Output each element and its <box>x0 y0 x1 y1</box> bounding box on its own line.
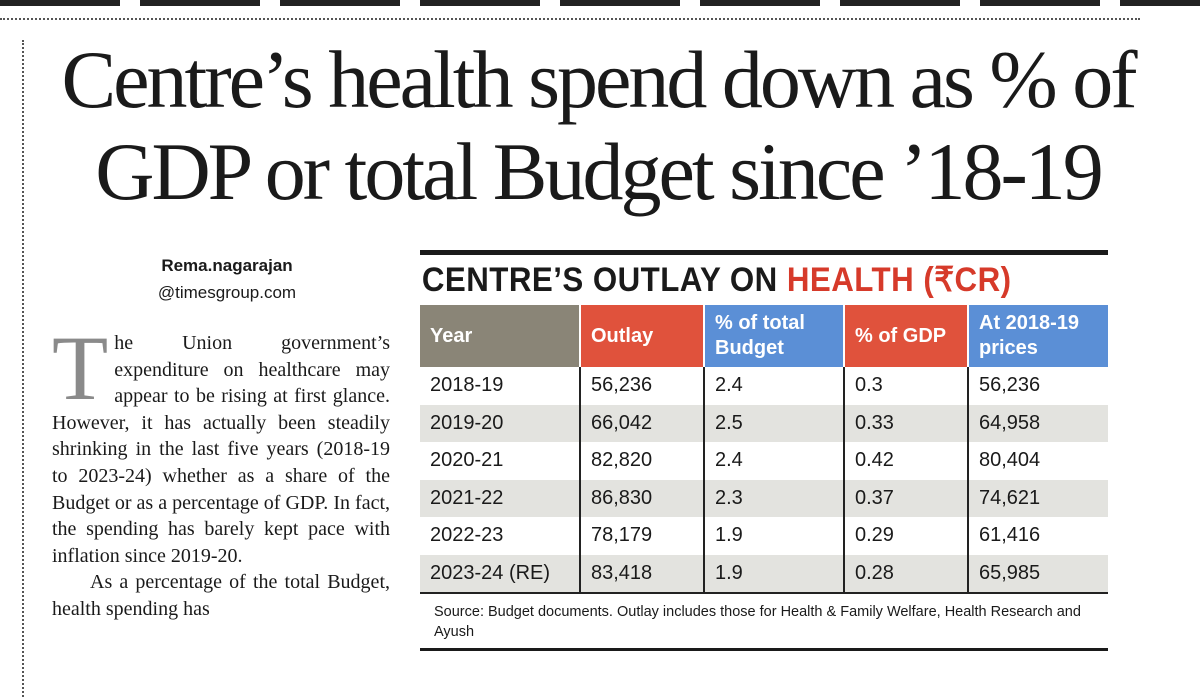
table-title: CENTRE’S OUTLAY ON HEALTH (₹CR) <box>420 255 1053 305</box>
table-row: 2020-21 82,820 2.4 0.42 80,404 <box>420 442 1108 480</box>
cell-year: 2018-19 <box>420 367 581 405</box>
cell-pct-budget: 2.4 <box>704 442 845 480</box>
paragraph-2: As a percentage of the total Budget, hea… <box>52 571 390 620</box>
top-border-rule <box>0 0 1200 6</box>
header-outlay: Outlay <box>580 305 705 367</box>
cell-pct-gdp: 0.37 <box>844 479 969 517</box>
cell-pct-gdp: 0.33 <box>844 404 969 442</box>
column-dotted-divider <box>22 40 24 697</box>
author-handle: @timesgroup.com <box>157 283 297 302</box>
cell-prices: 65,985 <box>968 554 1108 592</box>
cell-year: 2022-23 <box>420 517 581 555</box>
outlay-table-box: CENTRE’S OUTLAY ON HEALTH (₹CR) Year Out… <box>420 250 1108 651</box>
cell-pct-budget: 2.3 <box>704 479 845 517</box>
cell-pct-gdp: 0.28 <box>844 554 969 592</box>
table-source-note: Source: Budget documents. Outlay include… <box>420 592 1108 651</box>
cell-pct-budget: 2.5 <box>704 404 845 442</box>
cell-prices: 74,621 <box>968 479 1108 517</box>
byline: Rema.nagarajan @timesgroup.com <box>62 252 392 306</box>
cell-pct-gdp: 0.3 <box>844 367 969 405</box>
cell-pct-gdp: 0.42 <box>844 442 969 480</box>
table-title-prefix: CENTRE’S OUTLAY ON <box>421 261 787 299</box>
horizontal-dotted-divider <box>0 18 1140 20</box>
cell-pct-gdp: 0.29 <box>844 517 969 555</box>
cell-outlay: 83,418 <box>580 554 705 592</box>
table-title-highlight: HEALTH (₹CR) <box>786 261 1012 299</box>
paragraph-1-text: he Union government’s expenditure on hea… <box>52 332 390 567</box>
table-row: 2023-24 (RE) 83,418 1.9 0.28 65,985 <box>420 554 1108 592</box>
cell-outlay: 82,820 <box>580 442 705 480</box>
author-name: Rema.nagarajan <box>161 256 293 275</box>
cell-pct-budget: 1.9 <box>704 517 845 555</box>
cell-prices: 80,404 <box>979 449 1041 472</box>
cell-prices: 56,236 <box>979 374 1041 397</box>
table-top-rule <box>420 250 1108 255</box>
cell-outlay: 78,179 <box>580 517 705 555</box>
cell-prices: 61,416 <box>979 524 1041 547</box>
page-title: Centre’s health spend down as % of GDP o… <box>61 34 1137 217</box>
cell-outlay: 66,042 <box>580 404 705 442</box>
cell-year: 2019-20 <box>420 404 581 442</box>
cell-pct-budget: 2.4 <box>704 367 845 405</box>
cell-year: 2023-24 (RE) <box>420 554 581 592</box>
table-row: 2018-19 56,236 2.4 0.3 56,236 <box>420 367 1108 405</box>
cell-pct-budget: 1.9 <box>704 554 845 592</box>
cell-outlay: 56,236 <box>580 367 705 405</box>
header-prices: At 2018-19 prices <box>968 305 1108 367</box>
dropcap: T <box>52 317 109 419</box>
header-pct-gdp: % of GDP <box>844 305 969 367</box>
table-row: 2021-22 86,830 2.3 0.37 74,621 <box>420 479 1108 517</box>
cell-year: 2021-22 <box>420 479 581 517</box>
table-header-row: Year Outlay % of total Budget % of GDP A… <box>420 305 1108 367</box>
header-pct-budget: % of total Budget <box>704 305 845 367</box>
header-year: Year <box>420 305 581 367</box>
cell-outlay: 86,830 <box>580 479 705 517</box>
cell-prices: 64,958 <box>968 404 1108 442</box>
table-row: 2019-20 66,042 2.5 0.33 64,958 <box>420 404 1108 442</box>
outlay-table: Year Outlay % of total Budget % of GDP A… <box>420 305 1108 592</box>
table-row: 2022-23 78,179 1.9 0.29 61,416 <box>420 517 1108 555</box>
cell-year: 2020-21 <box>420 442 581 480</box>
